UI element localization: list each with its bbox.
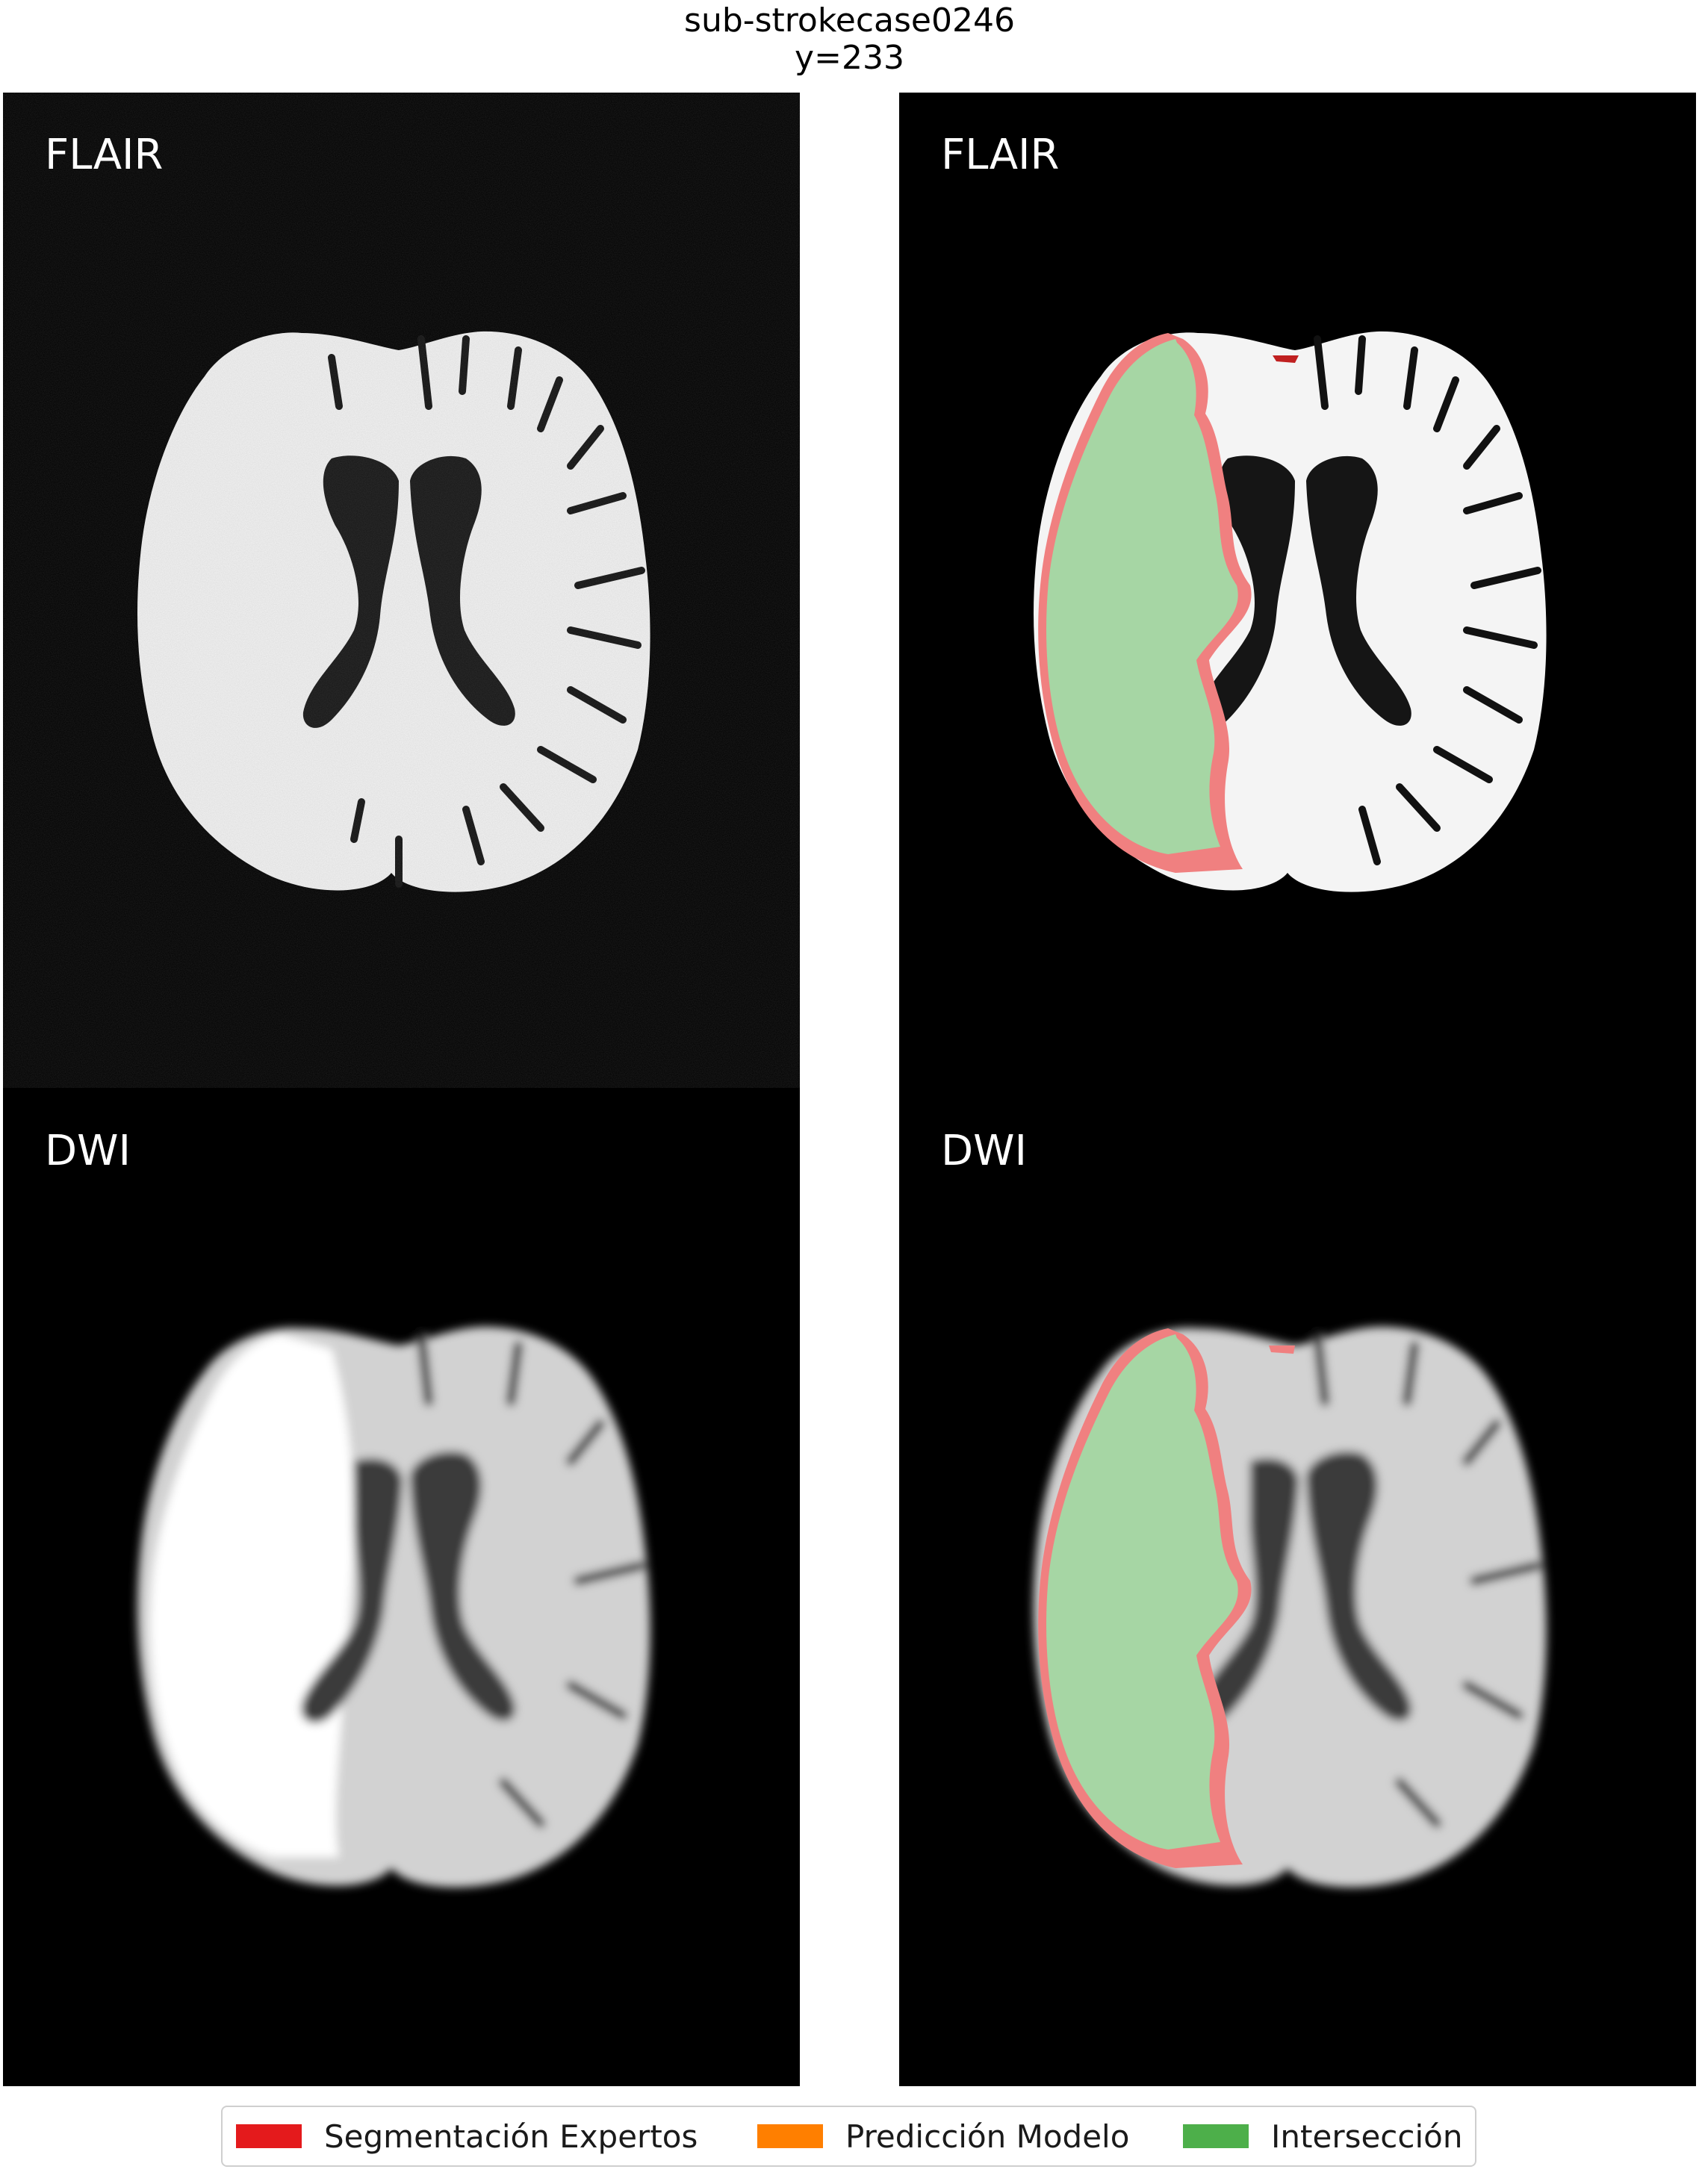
cortical-sulci [1313,1330,1542,1828]
cortical-sulci [1314,335,1541,865]
flair-image-panel: FLAIR [3,93,800,1088]
panel-label: DWI [45,1127,131,1175]
figure-slice-label: y=233 [795,39,904,77]
dwi-image-panel: DWI [3,1088,800,2086]
panel-label: FLAIR [941,131,1060,179]
legend-label: Predicción Modelo [845,2118,1130,2155]
panel-label: FLAIR [45,131,164,179]
cortical-sulci [417,1330,646,1828]
lateral-ventricles [1197,1451,1411,1723]
legend-item-expert: Segmentación Expertos [236,2107,698,2165]
hyperintense-lesion [150,1334,354,1857]
legend-swatch [1183,2124,1249,2148]
legend-item-intersection: Intersección [1183,2107,1462,2165]
legend-swatch [236,2124,302,2148]
legend-item-model: Predicción Modelo [757,2107,1129,2165]
figure-title: sub-strokecase0246 [684,1,1015,40]
lateral-ventricles [301,1451,515,1723]
intersection-region [1046,339,1238,854]
expert-small-region [1269,1345,1295,1354]
legend: Segmentación Expertos Predicción Modelo … [221,2106,1476,2167]
legend-swatch [757,2124,823,2148]
flair-brain-overlay-image [1034,331,1547,892]
flair-overlay-panel: FLAIR [899,93,1696,1088]
legend-label: Segmentación Expertos [324,2118,698,2155]
dwi-brain-image [137,1326,650,1888]
image-noise [3,93,800,1088]
panel-label: DWI [941,1127,1028,1175]
expert-small-region [1273,355,1299,363]
lateral-ventricles [1199,455,1411,728]
intersection-region [1046,1334,1238,1849]
legend-label: Intersección [1271,2118,1463,2155]
dwi-brain-overlay-image [1034,1326,1547,1888]
dwi-overlay-panel: DWI [899,1088,1696,2086]
flair-brain-image [3,93,800,1088]
